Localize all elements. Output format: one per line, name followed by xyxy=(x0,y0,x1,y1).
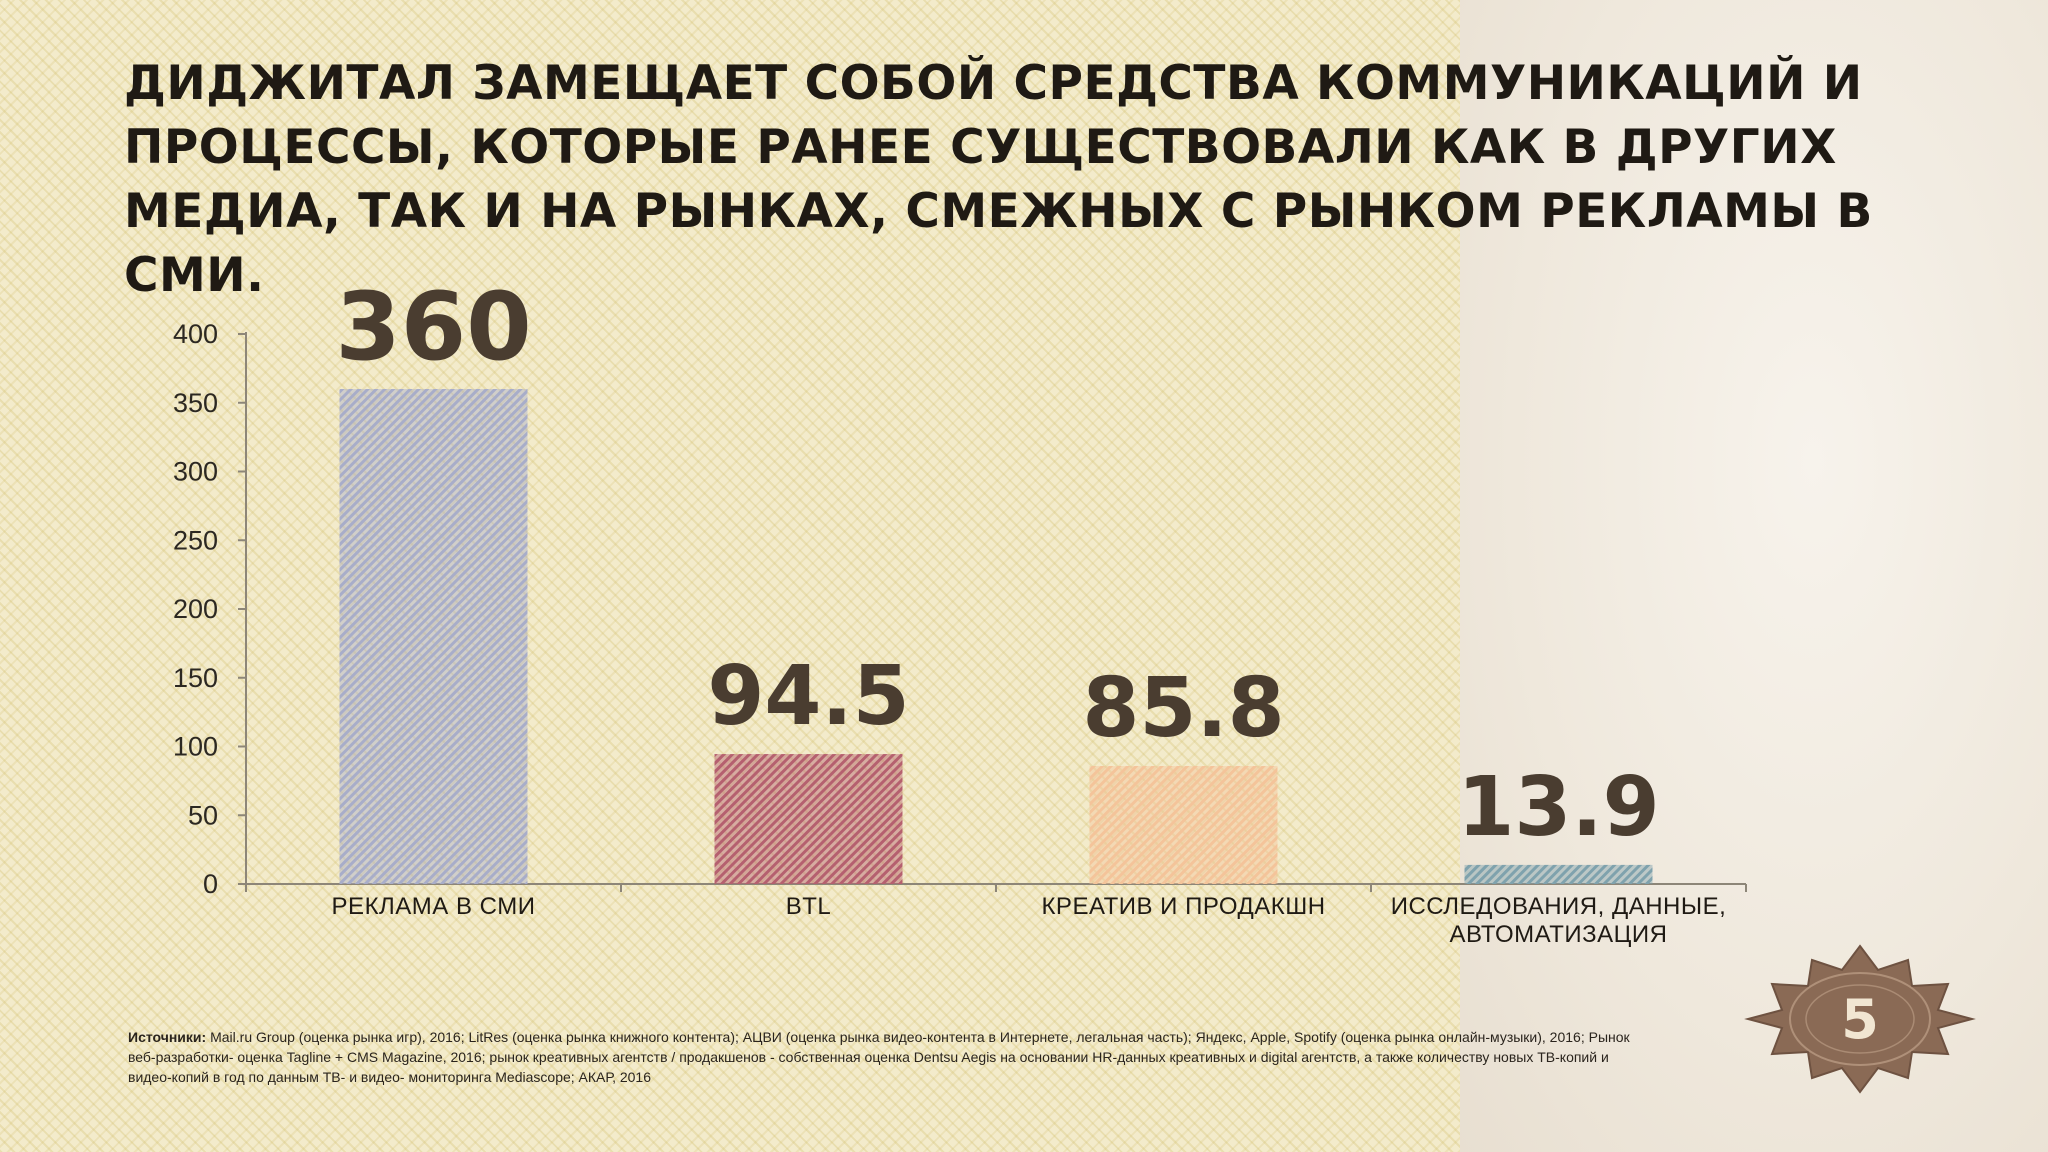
sources-footnote: Источники: Mail.ru Group (оценка рынка и… xyxy=(128,1027,1648,1087)
page-number: 5 xyxy=(1841,987,1879,1051)
category-label: BTL xyxy=(786,893,832,920)
x-axis xyxy=(245,883,1747,892)
bar-value-label: 13.9 xyxy=(1457,760,1659,855)
bar-chart: 0 50 100 150 200 250 300 350 400 360 94.5 85.8 13.9… xyxy=(173,273,1747,948)
value-labels: 360 94.5 85.8 13.9 xyxy=(335,273,1659,855)
category-label: РЕКЛАМА В СМИ xyxy=(332,893,536,920)
sources-text: Mail.ru Group (оценка рынка игр), 2016; … xyxy=(128,1029,1630,1085)
category-label: АВТОМАТИЗАЦИЯ xyxy=(1449,921,1667,948)
bar xyxy=(339,389,528,884)
bar xyxy=(1464,864,1653,884)
bar-value-label: 94.5 xyxy=(707,649,909,744)
y-tick-label: 100 xyxy=(173,732,218,762)
bar xyxy=(714,754,903,884)
bars xyxy=(339,389,1653,884)
y-axis: 0 50 100 150 200 250 300 350 400 xyxy=(173,319,247,899)
sources-label: Источники: xyxy=(128,1029,207,1045)
y-tick-label: 150 xyxy=(173,663,218,693)
ornament-rosette-icon xyxy=(1744,944,1976,1094)
y-tick-label: 400 xyxy=(173,319,218,349)
category-label: КРЕАТИВ И ПРОДАКШН xyxy=(1041,893,1325,920)
y-tick-label: 350 xyxy=(173,388,218,418)
y-tick-label: 0 xyxy=(203,869,218,899)
guilloche-background-panel xyxy=(0,0,1460,1152)
y-tick-label: 200 xyxy=(173,594,218,624)
category-labels: РЕКЛАМА В СМИ BTL КРЕАТИВ И ПРОДАКШН ИССЛЕД… xyxy=(332,893,1727,948)
paper-background-right xyxy=(1460,0,2048,1152)
bar-value-label: 85.8 xyxy=(1082,661,1284,756)
bar-value-label: 360 xyxy=(335,273,531,382)
y-tick-label: 50 xyxy=(188,800,218,830)
page-number-badge: 5 xyxy=(1742,940,1978,1098)
bar xyxy=(1089,766,1278,884)
y-tick-label: 300 xyxy=(173,457,218,487)
y-tick-label: 250 xyxy=(173,525,218,555)
category-label: ИССЛЕДОВАНИЯ, ДАННЫЕ, xyxy=(1391,893,1727,920)
slide-title: ДИДЖИТАЛ ЗАМЕЩАЕТ СОБОЙ СРЕДСТВА КОММУНИ… xyxy=(124,56,1873,303)
